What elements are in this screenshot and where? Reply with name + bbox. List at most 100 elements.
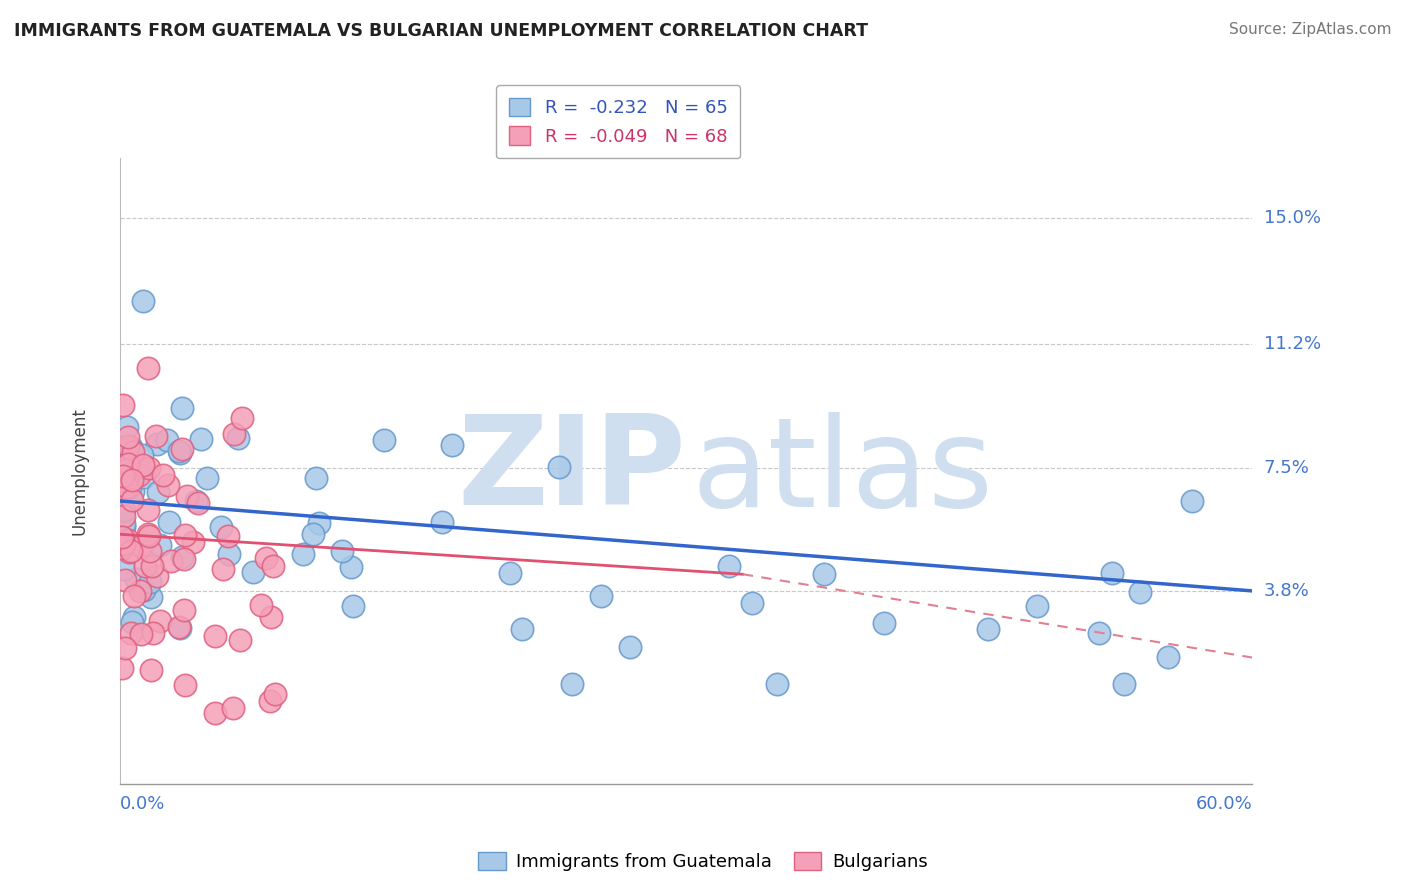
Point <box>548 459 571 474</box>
Point <box>190 433 212 447</box>
Point <box>112 509 135 524</box>
Point <box>170 442 193 456</box>
Point <box>114 463 136 477</box>
Point <box>139 591 162 605</box>
Point <box>117 533 139 547</box>
Point <box>741 596 763 610</box>
Point <box>112 519 135 533</box>
Point <box>184 493 207 508</box>
Text: atlas: atlas <box>692 412 994 533</box>
Point <box>340 560 363 574</box>
Point <box>112 503 135 517</box>
Point <box>229 633 252 648</box>
Point <box>112 562 135 576</box>
Point <box>141 558 163 573</box>
Point <box>121 615 143 629</box>
Point <box>170 549 193 564</box>
Point <box>173 552 195 566</box>
Point <box>114 640 136 655</box>
Point <box>499 566 522 581</box>
Point <box>717 559 740 574</box>
Point <box>167 620 190 634</box>
Point <box>129 584 152 599</box>
Point <box>136 526 159 541</box>
Point <box>561 677 583 691</box>
Point <box>172 401 194 416</box>
Point <box>301 526 323 541</box>
Point <box>111 469 134 483</box>
Point <box>122 444 145 458</box>
Point <box>262 558 284 573</box>
Point <box>120 450 142 464</box>
Point <box>117 430 139 444</box>
Point <box>112 398 135 412</box>
Point <box>131 539 153 553</box>
Point <box>132 470 155 484</box>
Point <box>121 493 143 508</box>
Point <box>231 410 253 425</box>
Point <box>139 574 162 589</box>
Point <box>112 517 135 532</box>
Point <box>813 566 835 581</box>
Point <box>114 573 136 587</box>
Point <box>157 515 180 529</box>
Point <box>176 489 198 503</box>
Point <box>211 562 233 576</box>
Point <box>169 621 191 635</box>
Point <box>129 627 152 641</box>
Point <box>145 569 167 583</box>
Point <box>249 599 271 613</box>
Point <box>195 471 218 485</box>
Point <box>305 471 328 485</box>
Point <box>111 483 134 497</box>
Text: 15.0%: 15.0% <box>1264 209 1320 227</box>
Point <box>120 440 142 454</box>
Point <box>259 609 281 624</box>
Point <box>308 516 330 531</box>
Text: Unemployment: Unemployment <box>70 407 89 535</box>
Point <box>222 700 245 714</box>
Point <box>122 483 145 498</box>
Point <box>1026 599 1049 613</box>
Point <box>224 427 246 442</box>
Point <box>510 622 533 636</box>
Point <box>121 543 143 558</box>
Point <box>131 448 153 462</box>
Point <box>291 547 314 561</box>
Point <box>430 515 453 529</box>
Point <box>112 537 135 551</box>
Point <box>146 485 169 500</box>
Point <box>124 609 146 624</box>
Point <box>1129 584 1152 599</box>
Point <box>1157 650 1180 665</box>
Legend: R =  -0.232   N = 65, R =  -0.049   N = 68: R = -0.232 N = 65, R = -0.049 N = 68 <box>496 86 741 158</box>
Point <box>111 530 134 544</box>
Point <box>204 629 226 643</box>
Point <box>128 468 150 483</box>
Point <box>111 541 134 555</box>
Point <box>209 520 232 534</box>
Point <box>441 438 464 452</box>
Point <box>131 458 153 473</box>
Point <box>159 554 181 568</box>
Point <box>138 529 160 543</box>
Point <box>872 616 894 631</box>
Point <box>115 419 138 434</box>
Point <box>156 478 179 492</box>
Point <box>167 444 190 458</box>
Point <box>136 503 159 517</box>
Point <box>765 677 787 691</box>
Point <box>619 640 641 654</box>
Point <box>131 293 153 308</box>
Point <box>141 663 163 677</box>
Point <box>977 622 1000 636</box>
Legend: Immigrants from Guatemala, Bulgarians: Immigrants from Guatemala, Bulgarians <box>471 845 935 879</box>
Point <box>138 461 160 475</box>
Point <box>132 582 155 597</box>
Point <box>174 528 197 542</box>
Point <box>226 431 249 445</box>
Point <box>146 437 169 451</box>
Point <box>115 480 138 494</box>
Point <box>118 545 141 559</box>
Point <box>145 429 167 443</box>
